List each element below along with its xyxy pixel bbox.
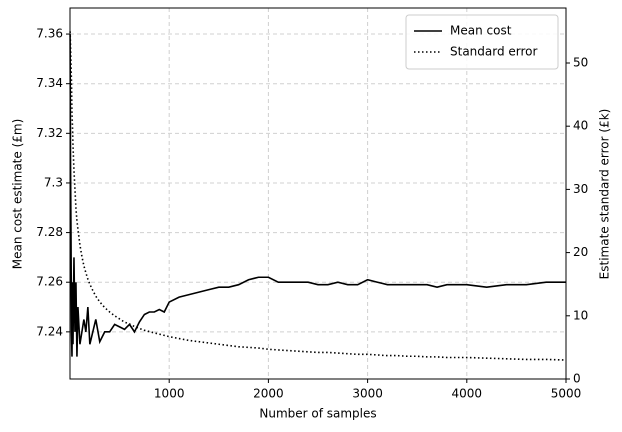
y2-tick-label: 10 [573,308,588,322]
x-tick-label: 1000 [154,387,185,401]
y-tick-label: 7.32 [36,126,63,140]
y-axis-label: Mean cost estimate (£m) [11,119,25,270]
x-tick-label: 2000 [253,387,284,401]
y-tick-label: 7.34 [36,76,63,90]
y2-tick-label: 0 [573,372,581,386]
legend-box [405,14,559,70]
y2-axis-label: Estimate standard error (£k) [598,109,612,280]
y2-tick-label: 50 [573,55,588,69]
y2-tick-label: 30 [573,182,588,196]
legend-label: Standard error [450,45,538,59]
y-tick-label: 7.28 [36,225,63,239]
x-tick-label: 5000 [551,387,582,401]
legend: Mean cost Standard error [405,14,559,70]
series-line [69,31,567,361]
y-tick-label: 7.26 [36,275,63,289]
y-tick-label: 7.24 [36,324,63,338]
plot-frame [69,7,567,380]
y2-tick-label: 40 [573,119,588,133]
series-line [69,34,566,357]
legend-label: Mean cost [450,24,512,38]
x-axis-label: Number of samples [259,407,376,421]
x-tick-label: 4000 [452,387,483,401]
x-tick-label: 3000 [352,387,383,401]
y-tick-label: 7.3 [44,175,63,189]
y-tick-label: 7.36 [36,27,63,41]
y2-tick-label: 20 [573,245,588,259]
